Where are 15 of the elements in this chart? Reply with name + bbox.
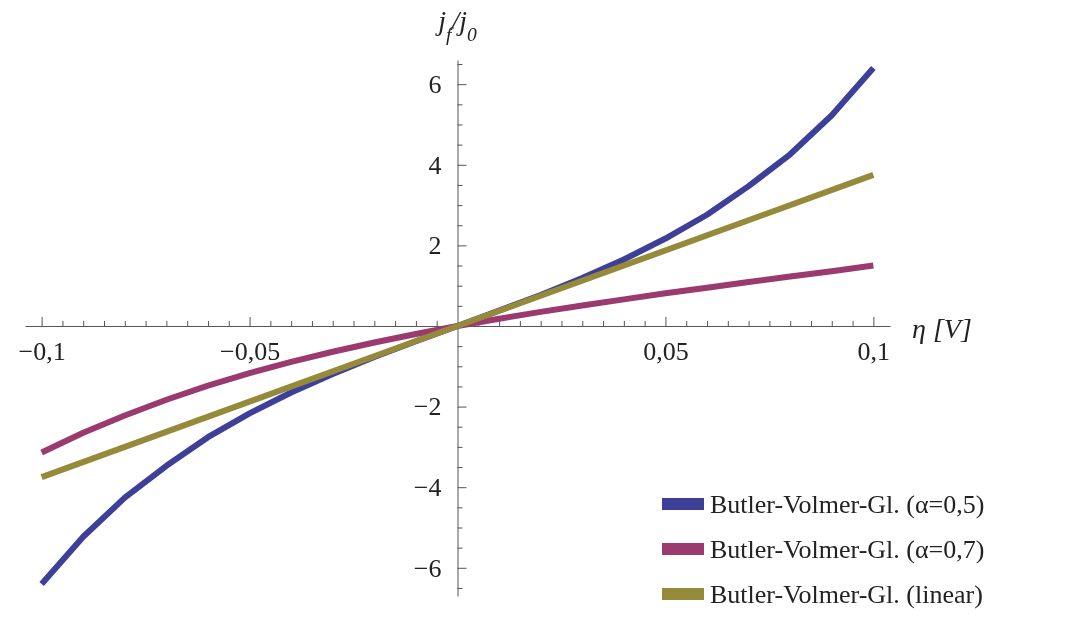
x-tick-label: −0,1 bbox=[18, 337, 66, 367]
y-axis-title: j$_{f}$/j$_{0}$ bbox=[435, 5, 477, 45]
x-tick-label: 0,05 bbox=[643, 337, 689, 367]
x-tick-label: −0,05 bbox=[219, 337, 281, 367]
y-tick-label: −4 bbox=[413, 473, 442, 503]
legend-label: Butler-Volmer-Gl. (linear) bbox=[710, 580, 983, 609]
y-tick-label: −6 bbox=[413, 553, 442, 583]
y-tick-label: 6 bbox=[428, 70, 442, 99]
x-tick-label: 0,1 bbox=[857, 337, 891, 367]
y-tick-label: 2 bbox=[428, 231, 442, 261]
x-axis-title: η [V] bbox=[912, 312, 972, 344]
legend-label: Butler-Volmer-Gl. (α=0,7) bbox=[710, 535, 985, 564]
y-tick-label: −2 bbox=[413, 392, 442, 422]
y-tick-label: 4 bbox=[428, 150, 442, 180]
legend-label: Butler-Volmer-Gl. (α=0,5) bbox=[710, 490, 985, 519]
